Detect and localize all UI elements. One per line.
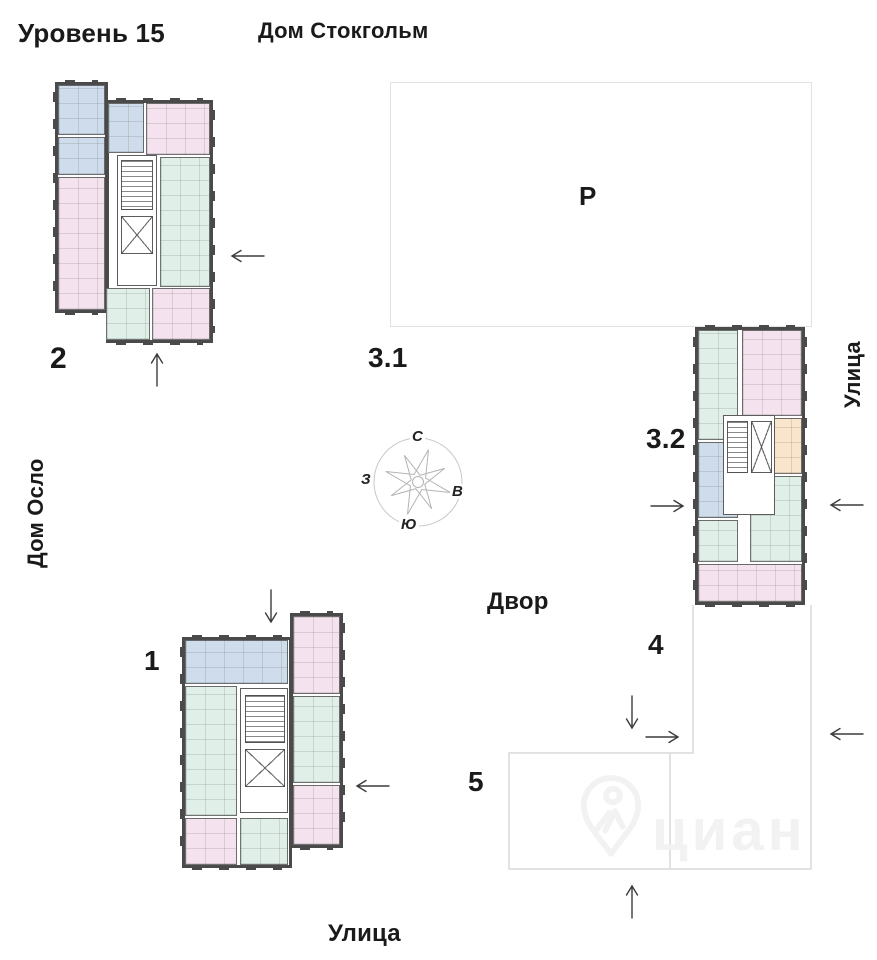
watermark: циан	[576, 772, 807, 863]
window-ticks	[210, 110, 215, 333]
arrow-up-icon	[150, 352, 164, 388]
window-ticks	[705, 325, 795, 330]
apartment-cell	[58, 85, 105, 135]
arrow-left-icon	[230, 249, 266, 263]
compass-rose: С З В Ю	[359, 428, 470, 533]
elevator-icon	[121, 216, 153, 254]
window-ticks	[693, 337, 698, 595]
apartment-cell	[293, 616, 340, 694]
apartment-cell	[58, 137, 105, 175]
parking-area[interactable]: Р	[390, 82, 812, 327]
zone-boundary	[810, 605, 812, 870]
section-3-2-label: 3.2	[646, 423, 686, 454]
window-ticks	[802, 337, 807, 595]
apartment-cell	[106, 288, 150, 340]
zone-boundary	[508, 752, 694, 754]
stairs-icon	[121, 160, 153, 210]
window-ticks	[65, 310, 98, 315]
compass-north-label: С	[410, 428, 425, 445]
window-ticks	[192, 635, 282, 640]
watermark-text: циан	[652, 797, 807, 863]
apartment-cell	[698, 564, 802, 602]
apartment-cell	[185, 686, 237, 816]
apartment-cell	[146, 103, 210, 155]
apartment-cell	[108, 103, 144, 153]
zone-boundary	[508, 868, 812, 870]
apartment-cell	[698, 330, 738, 440]
arrow-left-icon	[829, 498, 865, 512]
arrow-right-icon	[649, 499, 685, 513]
stair-elevator-core	[723, 415, 775, 515]
arrow-down-icon	[625, 694, 639, 730]
zone-boundary	[692, 605, 694, 753]
house-stockholm-label: Дом Стокгольм	[258, 18, 429, 43]
zone-boundary	[669, 752, 671, 870]
house-oslo-label: Дом Осло	[23, 458, 48, 568]
arrow-down-icon	[264, 588, 278, 624]
building-1[interactable]	[180, 611, 345, 870]
window-ticks	[300, 845, 333, 850]
arrow-left-icon	[829, 727, 865, 741]
elevator-icon	[751, 421, 772, 473]
arrow-left-icon	[355, 779, 391, 793]
courtyard-label: Двор	[487, 588, 549, 615]
building-2[interactable]	[53, 80, 215, 345]
arrow-up-icon	[625, 884, 639, 920]
arrow-right-icon	[644, 730, 680, 744]
apartment-cell	[185, 818, 237, 865]
window-ticks	[300, 611, 333, 616]
apartment-cell	[58, 177, 105, 310]
parking-label: Р	[579, 181, 597, 211]
apartment-cell	[185, 640, 288, 684]
window-ticks	[65, 80, 98, 85]
apartment-cell	[240, 818, 288, 865]
window-ticks	[116, 98, 203, 103]
elevator-icon	[245, 749, 285, 787]
stairs-icon	[727, 421, 748, 473]
window-ticks	[705, 602, 795, 607]
compass-west-label: З	[359, 471, 373, 488]
section-5-label: 5	[468, 766, 484, 797]
section-2-label: 2	[50, 342, 67, 375]
section-3-1-label: 3.1	[368, 342, 408, 373]
window-ticks	[53, 92, 58, 303]
compass-east-label: В	[450, 483, 465, 500]
window-ticks	[192, 865, 282, 870]
stair-elevator-core	[240, 688, 288, 813]
compass-south-label: Ю	[399, 516, 419, 533]
window-ticks	[116, 340, 203, 345]
street-bottom-label: Улица	[328, 920, 401, 947]
page-title: Уровень 15	[18, 18, 165, 48]
apartment-cell	[293, 696, 340, 783]
apartment-cell	[293, 785, 340, 845]
building-3-2[interactable]	[693, 325, 807, 607]
cian-pin-icon	[580, 775, 642, 857]
window-ticks	[180, 647, 185, 858]
stair-elevator-core	[117, 155, 157, 286]
section-4-label: 4	[648, 629, 664, 660]
apartment-cell	[698, 520, 738, 562]
stairs-icon	[245, 695, 285, 743]
apartment-cell	[160, 157, 210, 287]
zone-boundary	[508, 752, 510, 870]
apartment-cell	[742, 330, 802, 416]
section-1-label: 1	[144, 645, 160, 676]
window-ticks	[340, 623, 345, 838]
street-right-label: Улица	[840, 341, 865, 408]
apartment-cell	[152, 288, 210, 340]
